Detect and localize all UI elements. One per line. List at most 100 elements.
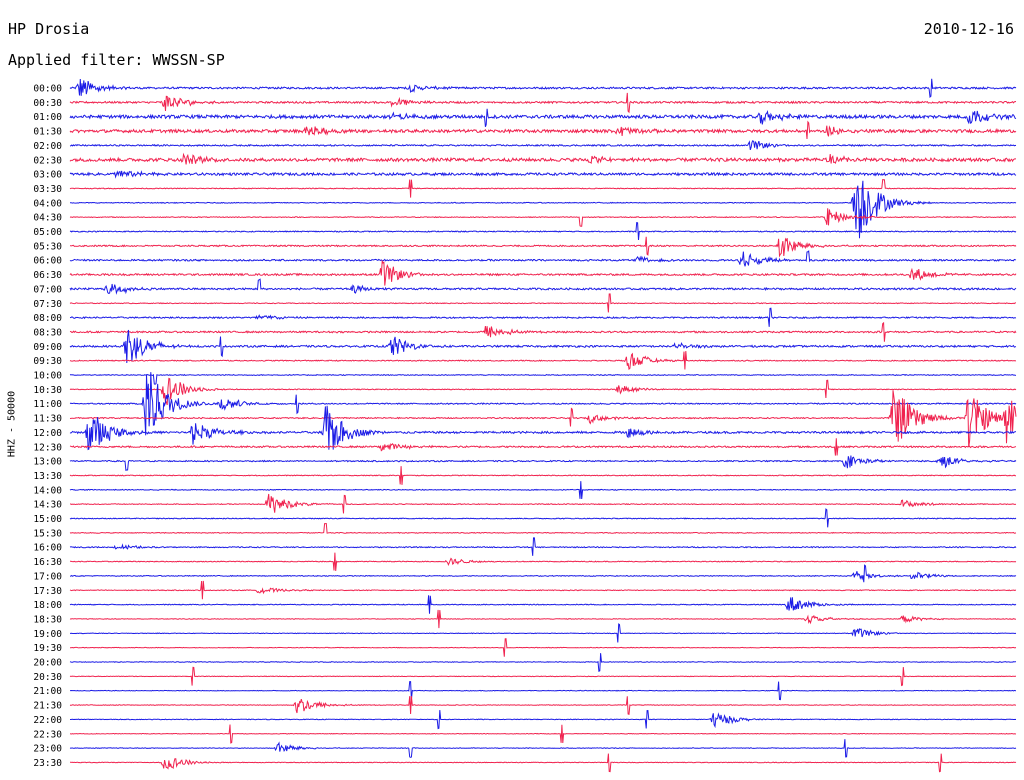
trace-line-0430	[69, 208, 1017, 227]
trace-line-0130	[69, 120, 1017, 140]
row-time-label: 04:00	[33, 198, 62, 209]
row-time-label: 21:00	[33, 686, 62, 697]
filter-label: Applied filter: WWSSN-SP	[8, 51, 225, 69]
trace-line-0830	[69, 321, 1017, 342]
trace-line-2230	[69, 724, 1017, 744]
station-title: HP Drosia	[8, 20, 90, 38]
row-time-label: 13:30	[33, 471, 62, 482]
row-time-label: 01:00	[33, 112, 62, 123]
trace-line-0200	[69, 140, 1017, 151]
trace-line-1930	[70, 638, 1017, 657]
trace-line-0030	[69, 92, 1017, 114]
trace-line-0600	[69, 250, 1017, 267]
trace-line-1900	[70, 623, 1017, 643]
trace-line-1330	[69, 466, 1016, 485]
row-time-label: 10:00	[33, 371, 62, 382]
row-time-label: 08:30	[33, 327, 62, 338]
trace-line-0330	[69, 178, 1017, 198]
trace-line-1130	[69, 390, 1017, 448]
trace-line-1700	[70, 564, 1017, 583]
trace-line-0400	[70, 180, 1017, 239]
trace-line-1200	[69, 405, 1017, 451]
row-time-label: 11:00	[33, 399, 62, 410]
row-time-label: 06:30	[33, 270, 62, 281]
trace-line-1600	[69, 537, 1017, 556]
trace-line-2330	[70, 753, 1017, 773]
trace-line-1730	[69, 580, 1017, 600]
trace-line-0100	[69, 108, 1017, 127]
row-time-label: 11:30	[33, 414, 62, 425]
row-time-label: 18:30	[33, 614, 62, 625]
trace-line-1430	[70, 493, 1017, 514]
row-time-label: 20:00	[33, 658, 62, 669]
row-time-label: 15:00	[33, 514, 62, 525]
row-time-label: 00:00	[33, 84, 62, 95]
row-time-label: 16:00	[33, 543, 62, 554]
trace-line-0700	[69, 278, 1017, 295]
row-time-label: 01:30	[33, 127, 62, 138]
row-time-label: 10:30	[33, 385, 62, 396]
trace-line-1300	[69, 455, 1017, 472]
row-time-label: 19:30	[33, 643, 62, 654]
trace-line-0630	[69, 259, 1017, 286]
trace-line-0900	[69, 329, 1017, 364]
row-time-label: 23:30	[33, 758, 62, 769]
trace-line-0230	[69, 152, 1016, 165]
row-time-label: 19:00	[33, 629, 62, 640]
row-time-label: 23:00	[33, 744, 62, 755]
trace-line-1800	[69, 595, 1017, 614]
row-time-label: 04:30	[33, 213, 62, 224]
row-time-label: 17:30	[33, 586, 62, 597]
trace-line-1830	[69, 609, 1017, 629]
trace-line-0930	[69, 351, 1017, 371]
trace-line-2100	[70, 681, 1017, 701]
seismic-traces	[69, 78, 1017, 773]
trace-line-2130	[69, 696, 1016, 715]
row-time-label: 03:30	[33, 184, 62, 195]
trace-line-1100	[69, 372, 1017, 436]
trace-line-2200	[70, 709, 1017, 730]
row-time-label: 05:30	[33, 241, 62, 252]
row-time-label: 08:00	[33, 313, 62, 324]
row-time-label: 15:30	[33, 528, 62, 539]
row-time-label: 22:00	[33, 715, 62, 726]
row-time-label: 00:30	[33, 98, 62, 109]
row-time-label: 21:30	[33, 701, 62, 712]
row-time-labels: 00:00 00:30 01:00 01:30 02:00 02:30 03:00 03:30…	[33, 84, 62, 769]
trace-line-1530	[69, 522, 1017, 534]
trace-line-0300	[69, 170, 1017, 179]
trace-line-1230	[69, 438, 1017, 456]
date-label: 2010-12-16	[923, 20, 1014, 38]
row-time-label: 07:00	[33, 284, 62, 295]
row-time-label: 03:00	[33, 170, 62, 181]
row-time-label: 02:30	[33, 155, 62, 166]
row-time-label: 02:00	[33, 141, 62, 152]
row-time-label: 09:30	[33, 356, 62, 367]
row-time-label: 06:00	[33, 256, 62, 267]
row-time-label: 09:00	[33, 342, 62, 353]
trace-line-1030	[69, 377, 1017, 406]
row-time-label: 18:00	[33, 600, 62, 611]
row-time-label: 13:00	[33, 457, 62, 468]
row-time-label: 14:00	[33, 485, 62, 496]
trace-line-1000	[69, 373, 1017, 385]
trace-line-0730	[69, 293, 1016, 313]
row-time-label: 16:30	[33, 557, 62, 568]
row-time-label: 22:30	[33, 729, 62, 740]
trace-line-1630	[69, 552, 1017, 571]
trace-line-2030	[69, 666, 1016, 687]
trace-line-0800	[69, 307, 1017, 327]
trace-line-0530	[69, 236, 1017, 258]
trace-line-0000	[69, 78, 1017, 98]
row-time-label: 14:30	[33, 500, 62, 511]
trace-line-1500	[69, 508, 1017, 528]
row-time-label: 07:30	[33, 299, 62, 310]
trace-line-1400	[69, 481, 1017, 500]
row-time-label: 12:00	[33, 428, 62, 439]
trace-line-0500	[69, 221, 1017, 241]
row-time-label: 20:30	[33, 672, 62, 683]
row-time-label: 05:00	[33, 227, 62, 238]
trace-line-2300	[69, 739, 1017, 758]
row-time-label: 17:00	[33, 571, 62, 582]
